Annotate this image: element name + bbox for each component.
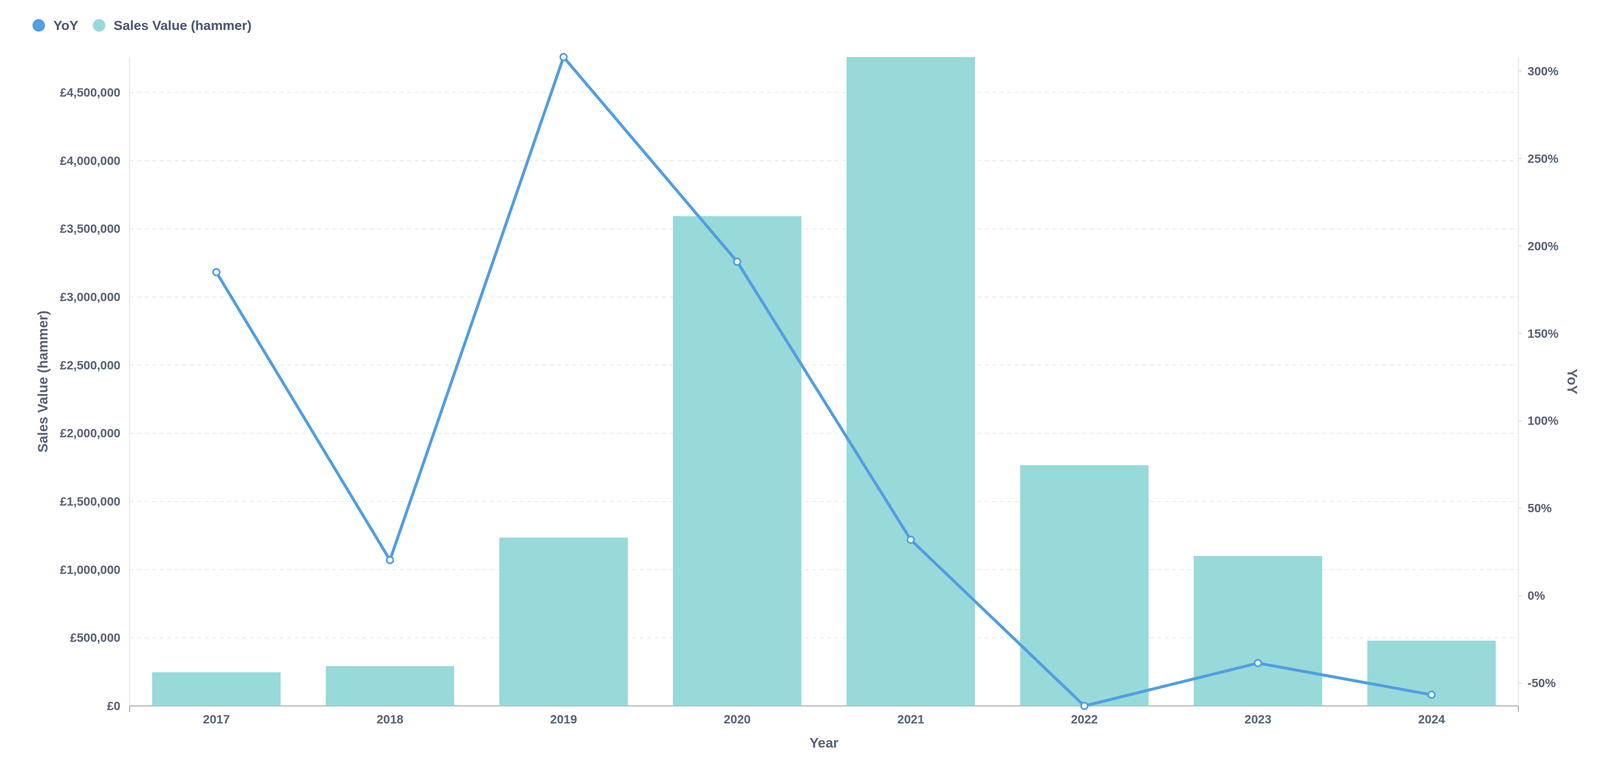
y-axis-line: [129, 57, 130, 707]
line-marker: [1080, 702, 1088, 710]
grid-line: [129, 365, 1519, 366]
x-tick-label: 2021: [897, 712, 925, 727]
legend-label: Sales Value (hammer): [113, 17, 252, 33]
y-tick-label: £1,000,000: [60, 563, 121, 577]
y2-tick: [1518, 595, 1522, 597]
bar: [499, 537, 628, 707]
bar: [152, 672, 281, 707]
bar: [1367, 640, 1496, 707]
line-marker: [1254, 660, 1262, 667]
y2-tick: [1518, 682, 1522, 684]
y2-tick: [1518, 507, 1522, 509]
y2-tick-label: 50%: [1527, 501, 1552, 515]
y2-tick: [1518, 333, 1522, 335]
y2-tick-label: -50%: [1527, 676, 1556, 690]
line-marker: [1428, 691, 1435, 699]
y-tick-label: £500,000: [70, 631, 121, 645]
chart: £0 £500,000 £1,000,000 £1,500,000 £2,000,000…: [0, 0, 1600, 773]
y-axis-title: Sales Value (hammer): [35, 310, 51, 453]
bar: [1193, 556, 1323, 707]
y-tick-label: £3,500,000: [60, 222, 121, 236]
legend-swatch: [92, 19, 106, 32]
y2-axis-line: [1517, 57, 1519, 707]
legend-swatch: [32, 19, 45, 32]
x-tick-label: 2017: [202, 712, 230, 727]
grid-line: [129, 92, 1519, 93]
grid-line: [129, 160, 1519, 162]
y-tick-label: £2,000,000: [60, 426, 121, 440]
grid-line: [129, 296, 1519, 298]
grid-line: [129, 501, 1519, 503]
y-tick-label: £4,000,000: [60, 154, 121, 168]
y2-tick-label: 150%: [1527, 327, 1559, 341]
y2-tick-label: 100%: [1527, 414, 1559, 428]
y2-tick-label: 0%: [1527, 589, 1545, 603]
y2-tick: [1518, 420, 1522, 422]
y2-tick: [1518, 158, 1522, 160]
grid-line: [129, 228, 1519, 230]
y2-tick-label: 200%: [1527, 239, 1559, 253]
y-tick-label: £0: [107, 699, 121, 713]
line-marker: [733, 258, 741, 265]
y2-tick: [1518, 245, 1522, 247]
x-tick-label: 2022: [1070, 712, 1098, 727]
x-tick-label: 2019: [550, 712, 578, 727]
x-axis-end-tick: [1517, 706, 1519, 713]
y2-axis-title: YoY: [1564, 368, 1580, 395]
plot-area: [152, 53, 1496, 710]
x-tick-label: 2023: [1244, 712, 1272, 727]
x-axis-title: Year: [809, 735, 839, 751]
line-marker: [907, 536, 915, 544]
line: [216, 57, 1432, 707]
y-tick-label: £2,500,000: [60, 358, 121, 373]
bar: [1020, 465, 1149, 707]
x-axis-end-tick: [129, 706, 130, 713]
y-tick-label: £1,500,000: [60, 495, 121, 509]
bar: [325, 666, 455, 707]
x-tick-label: 2020: [723, 712, 751, 727]
x-tick-label: 2018: [376, 712, 404, 727]
y2-tick: [1518, 70, 1522, 72]
y-tick-label: £4,500,000: [60, 85, 121, 100]
y2-tick-label: 300%: [1527, 64, 1559, 78]
y2-tick-label: 250%: [1527, 152, 1559, 166]
line-marker: [560, 53, 568, 61]
y-tick-label: £3,000,000: [60, 290, 121, 304]
bar: [672, 216, 802, 707]
grid-line: [129, 432, 1519, 434]
line-marker: [386, 557, 394, 564]
bar: [846, 57, 975, 707]
x-tick-label: 2024: [1417, 712, 1445, 727]
line-marker: [212, 269, 220, 276]
legend-label: YoY: [53, 17, 79, 33]
